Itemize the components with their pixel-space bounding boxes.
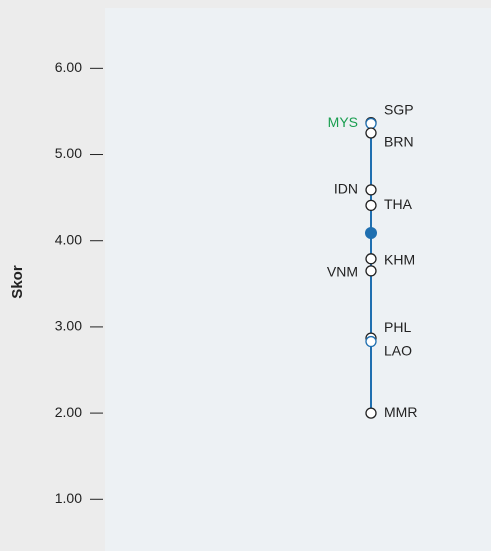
point-label: SGP [384, 101, 414, 117]
point-label: KHM [384, 252, 415, 268]
y-tick-label: 6.00 [55, 59, 82, 75]
point [365, 184, 377, 196]
point-label: BRN [384, 134, 414, 150]
point-label: LAO [384, 342, 412, 358]
y-tick-label: 1.00 [55, 490, 82, 506]
point [365, 407, 377, 419]
point-label: IDN [334, 181, 358, 197]
point [365, 253, 377, 265]
point-label: MMR [384, 404, 417, 420]
y-tick-label: 2.00 [55, 404, 82, 420]
point [365, 265, 377, 277]
point [365, 127, 377, 139]
point-label: MYS [328, 114, 358, 130]
point-label: VNM [327, 264, 358, 280]
y-axis-label: Skor [9, 265, 26, 299]
y-tick-label: 4.00 [55, 231, 82, 247]
plot-panel [105, 8, 491, 551]
y-tick-label: 5.00 [55, 145, 82, 161]
point [365, 117, 377, 130]
point [365, 335, 377, 348]
y-tick-label: 3.00 [55, 318, 82, 334]
point [365, 199, 377, 212]
point-label: THA [384, 196, 413, 212]
point-label: PHL [384, 319, 411, 335]
mean-point [365, 226, 377, 239]
